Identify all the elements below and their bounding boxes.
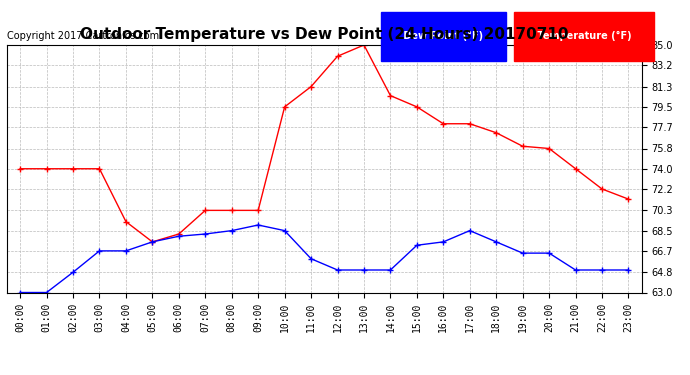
Title: Outdoor Temperature vs Dew Point (24 Hours) 20170710: Outdoor Temperature vs Dew Point (24 Hou…	[80, 27, 569, 42]
Text: Dew Point (°F): Dew Point (°F)	[400, 32, 487, 42]
Text: Copyright 2017 Cartronics.com: Copyright 2017 Cartronics.com	[7, 32, 159, 41]
Text: Temperature (°F): Temperature (°F)	[534, 32, 635, 42]
